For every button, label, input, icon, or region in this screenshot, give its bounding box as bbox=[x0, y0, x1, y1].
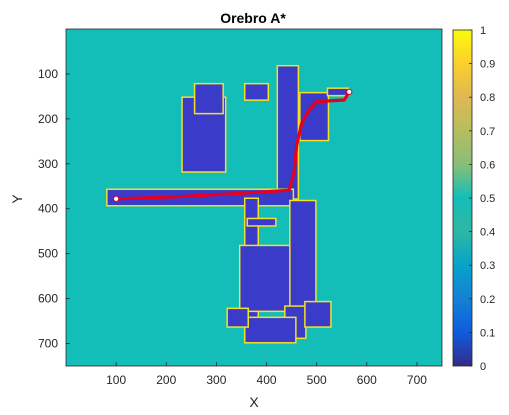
x-tick-label-200: 200 bbox=[156, 373, 176, 387]
colorbar-tick-label-9: 0.9 bbox=[480, 59, 495, 71]
colorbar-tick-label-0: 0 bbox=[480, 361, 486, 373]
free-space-region-7 bbox=[240, 246, 291, 311]
free-space-region-4 bbox=[328, 88, 348, 95]
x-tick-label-400: 400 bbox=[257, 373, 277, 387]
colorbar-ticks: 0 0.1 0.2 0.3 0.4 0.5 0.6 0.7 0.8 0.9 1 bbox=[469, 25, 495, 373]
path-layer bbox=[113, 88, 353, 202]
x-tick-label-600: 600 bbox=[357, 373, 377, 387]
start-marker bbox=[113, 195, 120, 202]
colorbar-tick-label-7: 0.7 bbox=[480, 126, 495, 138]
free-space-region-2 bbox=[195, 84, 223, 113]
x-tick-label-500: 500 bbox=[307, 373, 327, 387]
chart-title: Orebro A* bbox=[220, 10, 286, 26]
x-tick-label-300: 300 bbox=[206, 373, 226, 387]
goal-marker bbox=[346, 88, 353, 96]
y-tick-label-700: 700 bbox=[38, 337, 58, 351]
plot-axes: 100 200 300 400 500 600 700 100 200 300 400 500 600… bbox=[38, 28, 443, 387]
colorbar-tick-label-8: 0.8 bbox=[480, 92, 495, 104]
y-axis-label: Y bbox=[9, 194, 25, 204]
free-space-region-14 bbox=[247, 219, 276, 226]
free-space-region-11 bbox=[305, 302, 331, 327]
colorbar-tick-label-6: 0.6 bbox=[480, 159, 495, 171]
free-space-region-8 bbox=[245, 84, 268, 100]
plot-frame bbox=[65, 28, 443, 367]
y-tick-label-200: 200 bbox=[38, 112, 58, 126]
map-free-space bbox=[106, 64, 350, 344]
y-tick-label-400: 400 bbox=[38, 202, 58, 216]
colorbar-scale bbox=[453, 30, 472, 366]
x-axis-label: X bbox=[249, 394, 259, 410]
free-space-region-0 bbox=[278, 66, 298, 199]
colorbar-tick-label-1: 0.1 bbox=[480, 327, 495, 339]
free-space-region-12 bbox=[245, 318, 296, 343]
x-tick-label-700: 700 bbox=[407, 373, 427, 387]
colorbar: 0 0.1 0.2 0.3 0.4 0.5 0.6 0.7 0.8 0.9 1 bbox=[452, 25, 495, 373]
y-tick-label-300: 300 bbox=[38, 157, 58, 171]
colorbar-tick-label-5: 0.5 bbox=[480, 193, 495, 205]
y-tick-label-600: 600 bbox=[38, 292, 58, 306]
y-tick-label-100: 100 bbox=[38, 67, 58, 81]
y-tick-label-500: 500 bbox=[38, 247, 58, 261]
colorbar-tick-label-2: 0.2 bbox=[480, 294, 495, 306]
colorbar-tick-label-3: 0.3 bbox=[480, 260, 495, 272]
colorbar-tick-label-4: 0.4 bbox=[480, 227, 495, 239]
free-space-region-13 bbox=[227, 309, 248, 327]
astar-path bbox=[114, 90, 351, 201]
colorbar-tick-label-10: 1 bbox=[480, 25, 486, 37]
x-tick-label-100: 100 bbox=[106, 373, 126, 387]
x-ticks: 100 200 300 400 500 600 700 bbox=[106, 362, 427, 387]
y-ticks: 100 200 300 400 500 600 700 bbox=[38, 67, 70, 351]
